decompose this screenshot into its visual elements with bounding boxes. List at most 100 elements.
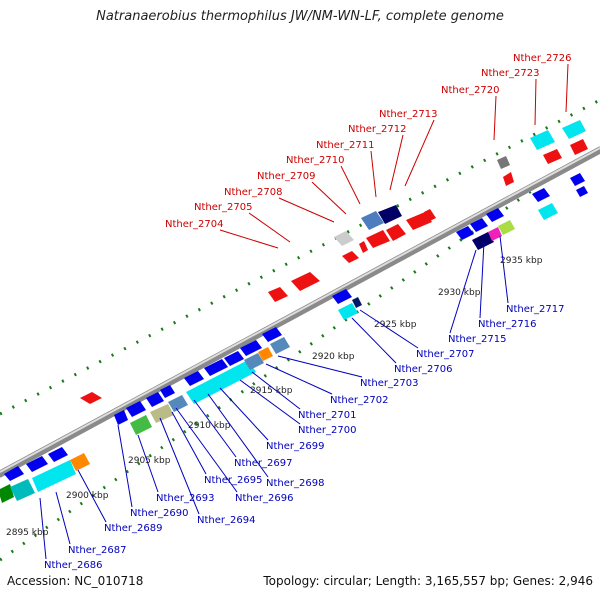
- reverse-gene-leader: [449, 249, 477, 334]
- reverse-gene-leader: [359, 309, 419, 349]
- gene-block: [332, 289, 352, 304]
- reverse-gene-label: Nther_2690: [130, 508, 188, 519]
- gene-block: [160, 385, 175, 398]
- gene-block: [262, 327, 282, 342]
- reverse-gene-leader: [479, 241, 485, 319]
- gene-block: [130, 415, 152, 435]
- topology-label: Topology: circular; Length: 3,165,557 bp…: [263, 574, 593, 588]
- gene-block: [562, 120, 586, 139]
- forward-gene-label: Nther_2726: [513, 53, 571, 64]
- reverse-gene-label: Nther_2695: [204, 475, 262, 486]
- kbp-label: 2900 kbp: [66, 491, 109, 501]
- reverse-gene-label: Nther_2700: [298, 425, 356, 436]
- forward-gene-label: Nther_2704: [165, 219, 223, 230]
- reverse-gene-leader: [351, 317, 397, 364]
- reverse-gene-leader: [55, 491, 71, 545]
- reverse-gene-label: Nther_2693: [156, 493, 214, 504]
- gene-block: [4, 466, 24, 481]
- gene-block: [70, 453, 90, 471]
- reverse-gene-label: Nther_2716: [478, 319, 536, 330]
- reverse-gene-leader: [499, 235, 509, 304]
- gene-block: [114, 410, 128, 425]
- gene-block: [570, 139, 588, 155]
- track-guide-lower: [0, 183, 541, 562]
- gene-block: [530, 130, 555, 150]
- forward-gene-leader: [278, 197, 335, 223]
- gene-block: [338, 303, 358, 320]
- forward-gene-label: Nther_2720: [441, 85, 499, 96]
- reverse-gene-label: Nther_2701: [298, 410, 356, 421]
- gene-block: [291, 272, 320, 291]
- kbp-label: 2895 kbp: [6, 528, 49, 538]
- reverse-gene-leader: [77, 469, 107, 523]
- map-title: Natranaerobius thermophilus JW/NM-WN-LF,…: [96, 9, 504, 24]
- kbp-label: 2930 kbp: [438, 288, 481, 298]
- genome-backbone-highlight: [0, 147, 600, 473]
- reverse-gene-label: Nther_2689: [104, 523, 162, 534]
- forward-gene-leader: [389, 134, 404, 191]
- track-guide-upper: [0, 98, 600, 416]
- gene-block: [424, 209, 436, 221]
- kbp-label: 2910 kbp: [188, 421, 231, 431]
- reverse-gene-label: Nther_2696: [235, 493, 293, 504]
- kbp-labels: 2895 kbp 2900 kbp 2905 kbp 2910 kbp 2915 kbp…: [6, 256, 543, 538]
- gene-block: [258, 347, 273, 361]
- gene-block: [352, 297, 362, 308]
- accession-label: Accession: NC_010718: [7, 574, 144, 588]
- gene-block: [10, 479, 35, 501]
- forward-gene-label: Nther_2713: [379, 109, 437, 120]
- gene-block: [366, 230, 390, 248]
- gene-block: [80, 392, 102, 404]
- forward-gene-label: Nther_2705: [194, 202, 252, 213]
- kbp-label: 2925 kbp: [374, 320, 417, 330]
- gene-block: [186, 360, 256, 404]
- forward-gene-label: Nther_2709: [257, 171, 315, 182]
- gene-block: [532, 188, 550, 202]
- gene-block: [359, 241, 368, 253]
- forward-gene-label: Nther_2708: [224, 187, 282, 198]
- reverse-gene-leader: [175, 407, 238, 493]
- reverse-gene-label: Nther_2698: [266, 478, 324, 489]
- gene-block: [168, 395, 188, 412]
- gene-block: [503, 172, 514, 186]
- reverse-gene-leader: [219, 387, 269, 441]
- reverse-gene-label: Nther_2706: [394, 364, 452, 375]
- kbp-label: 2915 kbp: [250, 386, 293, 396]
- gene-block: [126, 401, 146, 417]
- forward-gene-label: Nther_2723: [481, 68, 539, 79]
- kbp-label: 2935 kbp: [500, 256, 543, 266]
- gene-block: [146, 392, 164, 407]
- reverse-gene-label: Nther_2699: [266, 441, 324, 452]
- gene-block: [472, 232, 494, 250]
- gene-block: [470, 218, 488, 232]
- gene-block: [150, 404, 174, 423]
- gene-block: [48, 447, 68, 462]
- gene-block: [240, 340, 262, 356]
- reverse-gene-leader: [117, 424, 133, 508]
- reverse-gene-labels: Nther_2686 Nther_2687 Nther_2689 Nther_2690…: [39, 235, 564, 571]
- gene-block: [0, 484, 14, 503]
- forward-gene-leader: [219, 229, 279, 249]
- genome-backbone: [0, 146, 600, 478]
- forward-gene-label: Nther_2711: [316, 140, 374, 151]
- gene-block: [488, 227, 502, 241]
- reverse-gene-label: Nther_2703: [360, 378, 418, 389]
- gene-block: [342, 251, 359, 263]
- reverse-gene-label: Nther_2697: [234, 458, 292, 469]
- reverse-gene-leader: [239, 379, 301, 425]
- gene-block: [498, 220, 515, 235]
- reverse-gene-label: Nther_2687: [68, 545, 126, 556]
- gene-block: [543, 149, 562, 164]
- forward-gene-label: Nther_2710: [286, 155, 344, 166]
- gene-block: [224, 351, 244, 366]
- gene-block: [538, 203, 558, 220]
- gene-block: [456, 226, 474, 240]
- gene-block: [406, 212, 432, 230]
- gene-block: [570, 173, 585, 186]
- gene-block: [32, 460, 76, 492]
- gene-block: [270, 337, 290, 354]
- reverse-gene-leader: [193, 399, 237, 458]
- reverse-gene-leader: [39, 497, 47, 560]
- gene-block: [486, 208, 504, 222]
